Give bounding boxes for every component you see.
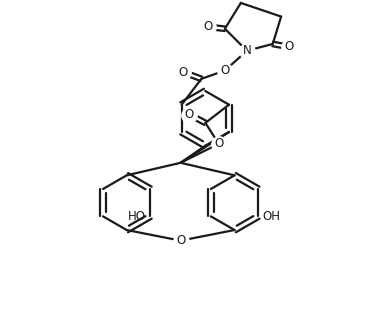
Text: O: O — [220, 64, 230, 77]
Text: HO: HO — [128, 210, 146, 223]
Text: N: N — [243, 44, 251, 57]
Text: O: O — [284, 40, 293, 53]
Text: O: O — [179, 66, 188, 79]
Text: O: O — [185, 108, 194, 121]
Text: O: O — [176, 234, 185, 247]
Text: O: O — [214, 137, 223, 150]
Text: O: O — [203, 20, 212, 33]
Text: OH: OH — [263, 210, 281, 223]
